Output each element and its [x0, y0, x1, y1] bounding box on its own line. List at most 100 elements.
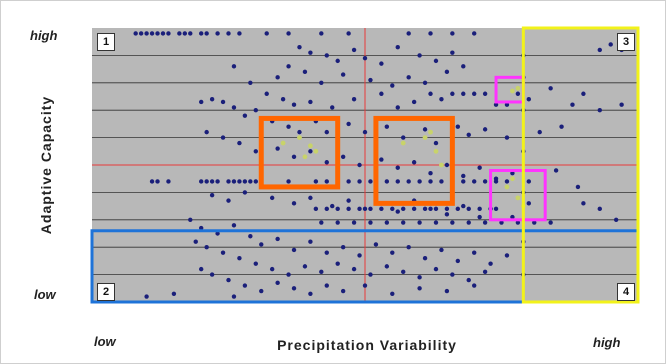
data-point — [220, 99, 226, 105]
data-point — [379, 157, 384, 162]
data-points — [133, 31, 624, 299]
data-point — [291, 201, 297, 206]
data-point — [455, 258, 461, 264]
data-point — [499, 220, 504, 225]
data-point — [450, 272, 455, 277]
data-point — [493, 179, 499, 184]
data-point — [362, 206, 368, 212]
data-point — [368, 220, 373, 225]
data-point — [406, 245, 411, 250]
quadrant-dividers — [92, 28, 638, 302]
data-point — [417, 179, 422, 184]
data-point — [482, 220, 488, 225]
data-point — [335, 220, 340, 225]
data-point — [313, 206, 319, 212]
data-point — [291, 286, 297, 291]
orange-highlight-box — [373, 115, 455, 206]
data-point — [428, 179, 433, 184]
data-point — [526, 201, 531, 206]
data-point — [450, 50, 455, 55]
data-point — [340, 288, 346, 294]
highlight-point — [439, 162, 444, 168]
data-point — [417, 286, 422, 291]
data-point — [510, 171, 515, 176]
highlight-point — [433, 148, 439, 154]
data-point — [428, 91, 433, 96]
data-point — [275, 75, 280, 80]
data-point — [477, 165, 482, 170]
data-point — [242, 179, 248, 184]
data-point — [231, 294, 237, 299]
quadrant-label-2: 2 — [97, 283, 115, 301]
data-point — [422, 127, 428, 132]
data-point — [357, 162, 362, 168]
data-point — [220, 135, 226, 140]
data-point — [357, 253, 362, 258]
x-tick-high: high — [593, 335, 621, 350]
data-point — [177, 31, 182, 36]
data-point — [384, 264, 390, 269]
data-point — [417, 53, 422, 58]
data-point — [286, 179, 291, 184]
data-point — [379, 61, 384, 66]
data-point — [433, 58, 439, 64]
data-point — [450, 31, 455, 36]
data-point — [231, 179, 237, 184]
data-point — [308, 239, 313, 244]
data-point — [188, 31, 193, 36]
orange-highlight-box — [258, 115, 341, 190]
data-point — [433, 140, 439, 146]
data-point — [433, 266, 439, 272]
data-point — [160, 31, 166, 36]
data-point — [204, 31, 209, 36]
data-point — [461, 91, 466, 96]
data-point — [319, 31, 324, 36]
data-point — [362, 283, 368, 288]
data-point — [346, 31, 351, 36]
data-point — [264, 91, 269, 96]
data-point — [608, 42, 613, 47]
highlight-point — [428, 129, 433, 135]
highlight-point — [280, 140, 286, 146]
data-point — [324, 179, 329, 184]
data-point — [308, 50, 313, 55]
data-point — [346, 179, 351, 184]
highlight-boxes — [90, 26, 640, 304]
data-point — [231, 105, 237, 110]
data-point — [324, 129, 329, 135]
data-point — [455, 206, 461, 212]
data-point — [269, 195, 275, 201]
data-point — [444, 206, 450, 212]
data-point — [390, 83, 395, 88]
data-point — [308, 291, 313, 296]
data-point — [395, 165, 400, 170]
data-point — [133, 31, 138, 36]
data-point — [575, 184, 581, 190]
data-point — [439, 179, 444, 184]
data-point — [199, 179, 204, 184]
data-point — [335, 206, 340, 212]
data-point — [253, 108, 258, 113]
data-point — [444, 212, 450, 217]
data-point — [286, 64, 291, 69]
data-point — [597, 206, 602, 212]
quadrant-label-1: 1 — [97, 33, 115, 51]
data-point — [215, 31, 220, 36]
data-point — [472, 91, 477, 96]
yellow-highlight-box — [521, 26, 640, 304]
data-point — [346, 121, 351, 127]
data-point — [362, 55, 368, 61]
data-point — [461, 173, 466, 179]
data-point — [537, 129, 542, 135]
data-point — [237, 31, 242, 36]
data-point — [199, 225, 204, 231]
data-point — [340, 72, 346, 77]
data-point — [411, 160, 417, 165]
data-point — [597, 47, 602, 53]
data-point — [199, 31, 204, 36]
data-point — [422, 80, 428, 86]
data-point — [548, 86, 553, 91]
highlight-point — [400, 140, 406, 146]
data-point — [149, 31, 155, 36]
